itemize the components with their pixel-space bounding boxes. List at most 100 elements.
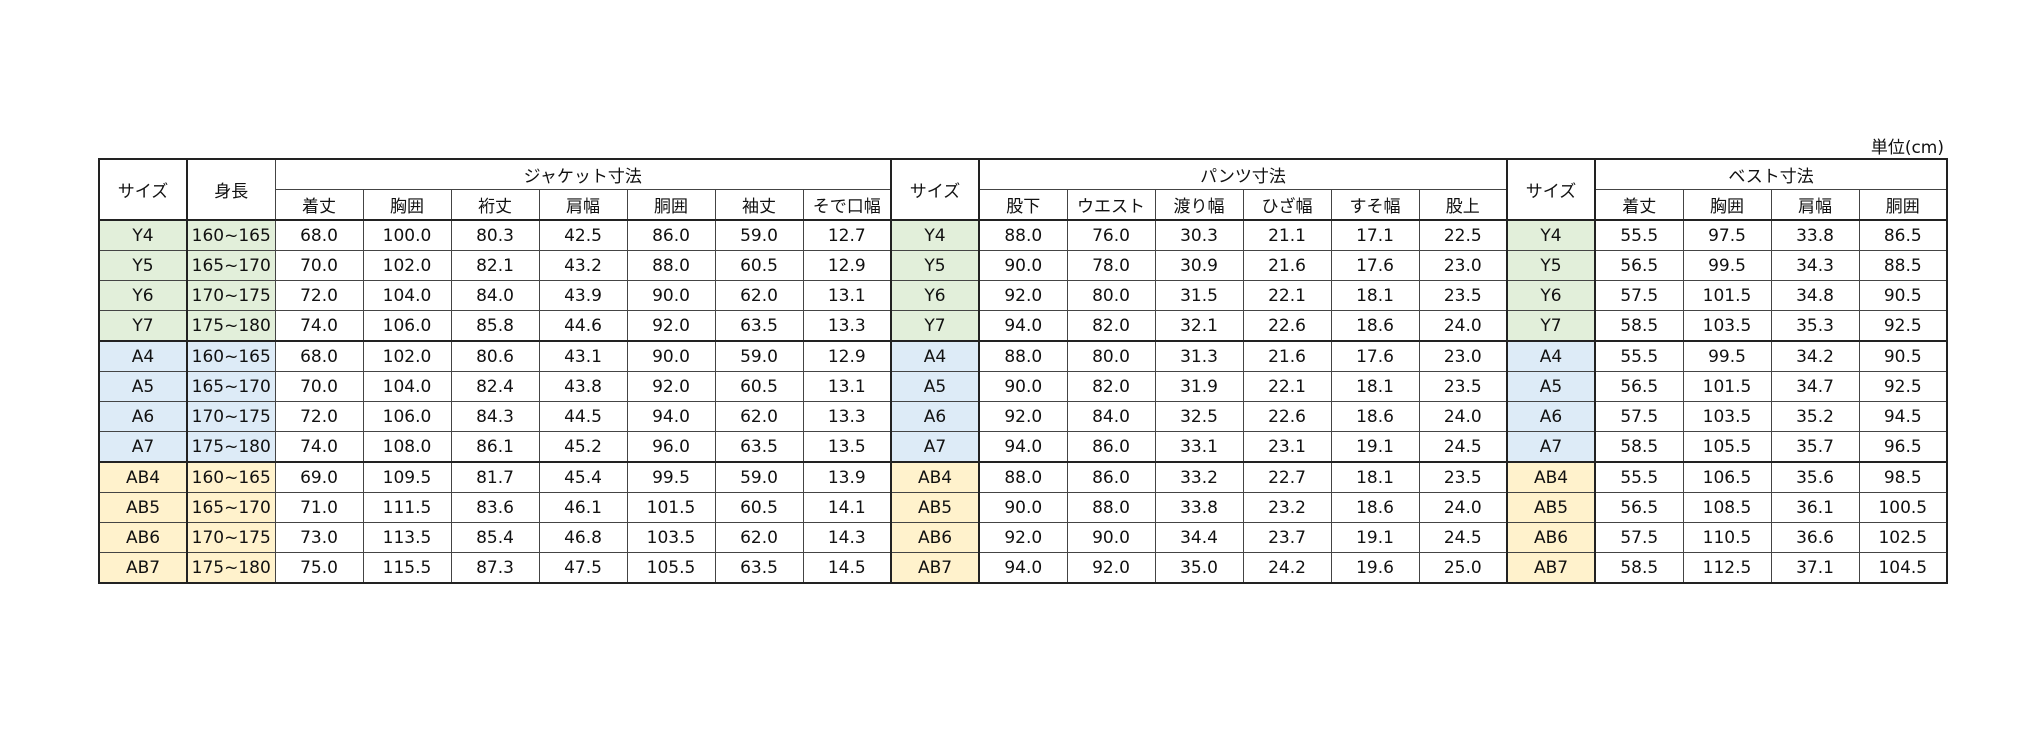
height-cell: 165~170	[186, 250, 276, 281]
value-cell: 72.0	[274, 280, 364, 311]
value-cell: 76.0	[1066, 219, 1156, 251]
value-cell: 32.5	[1154, 401, 1244, 432]
table-row: Y6 170~175 72.0 104.0 84.0 43.9 90.0 62.0 13.1 Y6…	[98, 280, 1948, 311]
value-cell: 24.2	[1242, 552, 1332, 584]
value-cell: 21.6	[1242, 250, 1332, 281]
value-cell: 71.0	[274, 492, 364, 523]
value-cell: 86.0	[1066, 431, 1156, 463]
value-cell: 98.5	[1858, 461, 1948, 493]
value-cell: 23.5	[1418, 280, 1508, 311]
subheader-cell: ひざ幅	[1242, 189, 1332, 221]
size-cell: AB5	[890, 492, 980, 523]
size-cell: A4	[1506, 340, 1597, 372]
value-cell: 35.0	[1154, 552, 1244, 584]
size-cell: A6	[890, 401, 980, 432]
value-cell: 24.5	[1418, 522, 1508, 553]
value-cell: 86.0	[1066, 461, 1156, 493]
value-cell: 31.9	[1154, 371, 1244, 402]
value-cell: 57.5	[1594, 280, 1684, 311]
value-cell: 43.1	[538, 340, 628, 372]
height-cell: 175~180	[186, 552, 276, 584]
table-row: AB6 170~175 73.0 113.5 85.4 46.8 103.5 62.0 14.3…	[98, 522, 1948, 553]
value-cell: 113.5	[362, 522, 452, 553]
value-cell: 72.0	[274, 401, 364, 432]
value-cell: 68.0	[274, 219, 364, 251]
value-cell: 43.8	[538, 371, 628, 402]
value-cell: 44.6	[538, 310, 628, 342]
size-cell: AB5	[98, 492, 188, 523]
value-cell: 82.4	[450, 371, 540, 402]
value-cell: 23.7	[1242, 522, 1332, 553]
value-cell: 115.5	[362, 552, 452, 584]
value-cell: 56.5	[1594, 250, 1684, 281]
value-cell: 80.0	[1066, 340, 1156, 372]
value-cell: 18.1	[1330, 280, 1420, 311]
subheader-cell: 肩幅	[538, 189, 628, 221]
value-cell: 96.0	[626, 431, 716, 463]
value-cell: 34.3	[1770, 250, 1860, 281]
value-cell: 55.5	[1594, 219, 1684, 251]
value-cell: 102.0	[362, 250, 452, 281]
value-cell: 100.0	[362, 219, 452, 251]
value-cell: 23.5	[1418, 371, 1508, 402]
value-cell: 90.0	[978, 492, 1068, 523]
value-cell: 97.5	[1682, 219, 1772, 251]
size-cell: Y7	[890, 310, 980, 342]
table-row: Y5 165~170 70.0 102.0 82.1 43.2 88.0 60.5 12.9 Y5…	[98, 250, 1948, 281]
table-row: A5 165~170 70.0 104.0 82.4 43.8 92.0 60.5 13.1 A5…	[98, 371, 1948, 402]
value-cell: 86.1	[450, 431, 540, 463]
value-cell: 13.9	[802, 461, 892, 493]
value-cell: 74.0	[274, 310, 364, 342]
value-cell: 25.0	[1418, 552, 1508, 584]
size-cell: Y6	[98, 280, 188, 311]
size-cell: Y5	[1506, 250, 1597, 281]
value-cell: 82.0	[1066, 310, 1156, 342]
value-cell: 43.9	[538, 280, 628, 311]
value-cell: 18.6	[1330, 310, 1420, 342]
value-cell: 34.8	[1770, 280, 1860, 311]
value-cell: 104.0	[362, 371, 452, 402]
value-cell: 63.5	[714, 310, 804, 342]
value-cell: 68.0	[274, 340, 364, 372]
value-cell: 46.8	[538, 522, 628, 553]
value-cell: 13.5	[802, 431, 892, 463]
value-cell: 103.5	[1682, 310, 1772, 342]
value-cell: 30.3	[1154, 219, 1244, 251]
value-cell: 90.0	[978, 371, 1068, 402]
value-cell: 22.1	[1242, 371, 1332, 402]
value-cell: 14.3	[802, 522, 892, 553]
table-row: AB4 160~165 69.0 109.5 81.7 45.4 99.5 59.0 13.9 A…	[98, 461, 1948, 493]
height-cell: 160~165	[186, 219, 276, 251]
height-cell: 160~165	[186, 340, 276, 372]
header-cell: 身長	[186, 158, 276, 221]
value-cell: 17.1	[1330, 219, 1420, 251]
value-cell: 47.5	[538, 552, 628, 584]
value-cell: 82.0	[1066, 371, 1156, 402]
value-cell: 105.5	[1682, 431, 1772, 463]
subheader-cell: 胴囲	[1858, 189, 1948, 221]
value-cell: 88.0	[978, 340, 1068, 372]
value-cell: 88.0	[626, 250, 716, 281]
value-cell: 55.5	[1594, 340, 1684, 372]
value-cell: 35.3	[1770, 310, 1860, 342]
value-cell: 35.6	[1770, 461, 1860, 493]
value-cell: 21.1	[1242, 219, 1332, 251]
value-cell: 100.5	[1858, 492, 1948, 523]
value-cell: 33.2	[1154, 461, 1244, 493]
size-cell: AB6	[1506, 522, 1597, 553]
value-cell: 19.6	[1330, 552, 1420, 584]
value-cell: 92.0	[978, 280, 1068, 311]
value-cell: 58.5	[1594, 431, 1684, 463]
subheader-cell: そで口幅	[802, 189, 892, 221]
value-cell: 96.5	[1858, 431, 1948, 463]
value-cell: 44.5	[538, 401, 628, 432]
header-cell: サイズ	[98, 158, 188, 221]
value-cell: 83.6	[450, 492, 540, 523]
value-cell: 92.0	[626, 371, 716, 402]
value-cell: 45.4	[538, 461, 628, 493]
value-cell: 94.0	[626, 401, 716, 432]
value-cell: 62.0	[714, 280, 804, 311]
value-cell: 22.6	[1242, 401, 1332, 432]
size-cell: AB7	[98, 552, 188, 584]
